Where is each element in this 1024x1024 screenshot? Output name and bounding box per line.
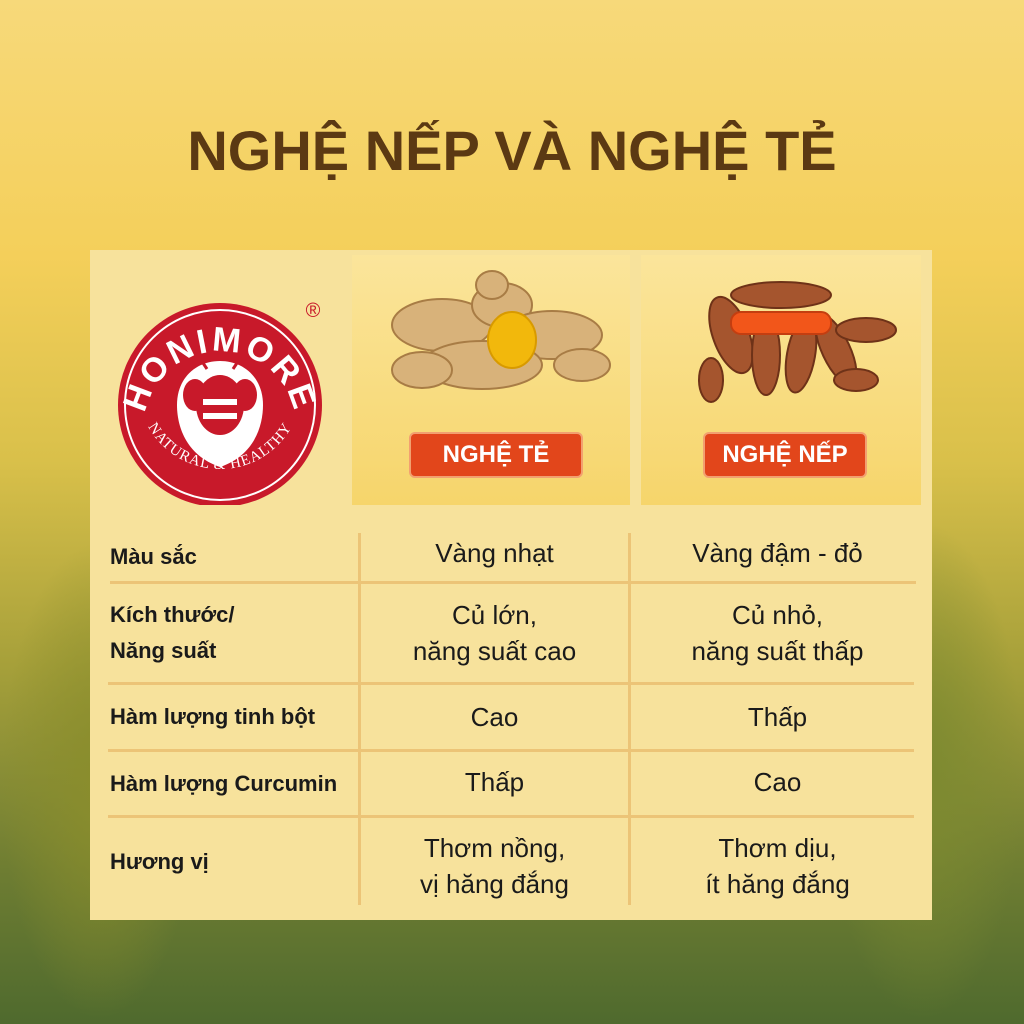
row-divider <box>108 682 914 685</box>
nghe-te-image-box <box>352 255 630 505</box>
row-label: Hương vị <box>110 849 209 874</box>
nghe-nep-value: Cao <box>753 767 802 797</box>
nghe-te-value: Vàng nhạt <box>435 538 554 568</box>
honimore-logo: HONIMORE NATURAL & HEALTHY ® <box>116 300 322 505</box>
nghe-te-value: Cao <box>470 702 519 732</box>
page-title: NGHỆ NẾP VÀ NGHỆ TẺ <box>187 119 837 182</box>
row-label: Kích thước/ Năng suất <box>110 602 235 663</box>
nghe-nep-value: Củ nhỏ, năng suất thấp <box>691 600 864 666</box>
nghe-nep-value: Vàng đậm - đỏ <box>692 538 863 568</box>
comparison-panel: HONIMORE NATURAL & HEALTHY ® NGHỆ TẺ <box>90 250 932 920</box>
row-divider <box>108 749 914 752</box>
nghe-nep-value: Thấp <box>747 702 808 732</box>
column-divider <box>628 533 631 905</box>
dark-turmeric-image <box>698 281 897 403</box>
row-label: Hàm lượng tinh bột <box>110 704 316 729</box>
nghe-te-value: Thấp <box>464 767 525 797</box>
nghe-nep-label-button[interactable]: NGHỆ NẾP <box>703 432 867 478</box>
svg-text:®: ® <box>306 300 321 322</box>
column-divider <box>358 533 361 905</box>
row-label: Hàm lượng Curcumin <box>110 771 338 796</box>
row-divider <box>110 581 916 584</box>
nghe-te-value: Củ lớn, năng suất cao <box>412 600 577 666</box>
row-divider <box>108 815 914 818</box>
pale-turmeric-image <box>391 270 611 390</box>
nghe-nep-value: Thơm dịu, ít hăng đắng <box>705 833 850 899</box>
row-label: Màu sắc <box>110 544 197 569</box>
nghe-te-label-button[interactable]: NGHỆ TẺ <box>409 432 583 478</box>
nghe-te-value: Thơm nồng, vị hăng đắng <box>420 833 569 899</box>
